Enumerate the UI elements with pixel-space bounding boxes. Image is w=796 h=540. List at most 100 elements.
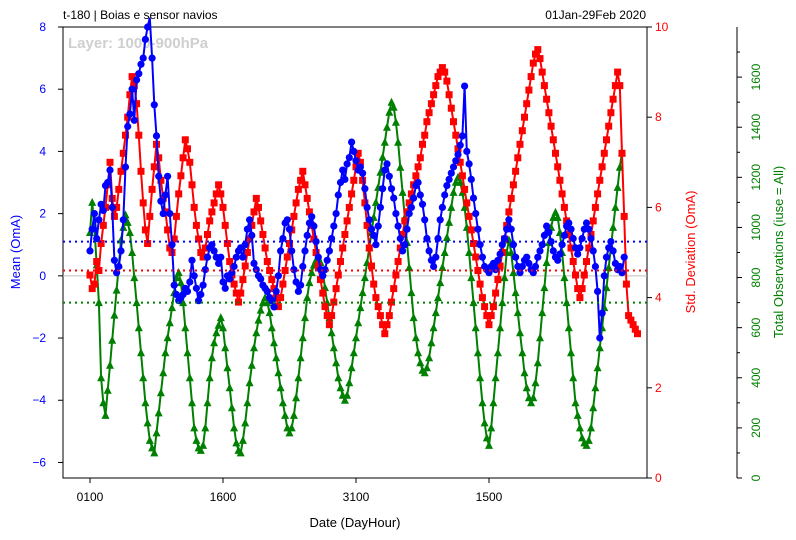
count-point xyxy=(329,343,338,352)
count-point xyxy=(487,423,496,432)
mean-point xyxy=(164,172,172,180)
count-point xyxy=(106,360,114,369)
std-point xyxy=(274,303,282,311)
mean-point xyxy=(396,234,404,243)
std-point xyxy=(102,203,109,211)
mean-point xyxy=(385,172,393,180)
mean-point xyxy=(405,210,413,218)
std-point xyxy=(492,289,500,297)
count-point xyxy=(156,388,165,397)
std-point xyxy=(119,149,127,157)
mean-point xyxy=(529,269,537,277)
std-point xyxy=(286,240,293,247)
std-point xyxy=(95,267,103,274)
mean-point xyxy=(370,231,378,239)
mean-point xyxy=(128,85,136,93)
std-point xyxy=(361,199,369,207)
mean-point xyxy=(141,35,149,44)
std-point xyxy=(443,77,451,85)
std-point xyxy=(157,176,165,184)
std-point xyxy=(634,330,641,338)
count-point xyxy=(141,398,150,407)
mean-point xyxy=(432,253,440,261)
count-point xyxy=(340,395,349,404)
std-point xyxy=(412,172,420,180)
std-point xyxy=(255,203,262,211)
right-tick-label: 10 xyxy=(655,20,669,34)
mean-point xyxy=(241,241,249,249)
count-point xyxy=(485,440,493,449)
std-point xyxy=(348,190,356,198)
mean-point xyxy=(285,225,294,233)
mean-point xyxy=(277,247,285,255)
count-point xyxy=(265,308,274,317)
std-point xyxy=(489,303,497,311)
count-point xyxy=(332,358,341,367)
count-point xyxy=(88,197,97,206)
mean-point xyxy=(104,178,112,187)
std-point xyxy=(199,253,207,261)
count-point xyxy=(496,323,505,332)
mean-point xyxy=(591,262,600,271)
std-point xyxy=(576,294,584,302)
mean-point xyxy=(543,222,551,230)
count-point xyxy=(540,283,549,292)
std-point xyxy=(97,240,105,247)
count-point xyxy=(480,418,489,427)
mean-point xyxy=(392,210,400,218)
std-point xyxy=(525,86,533,94)
std-point xyxy=(219,203,227,211)
std-point xyxy=(130,82,138,90)
mean-point xyxy=(554,256,562,264)
count-point xyxy=(560,273,569,282)
mean-point xyxy=(585,225,593,233)
mean-point xyxy=(188,256,196,264)
mean-point xyxy=(250,259,258,267)
count-point xyxy=(478,398,487,407)
std-point xyxy=(598,163,606,171)
std-point xyxy=(128,73,136,81)
std-point xyxy=(494,276,502,284)
far-right-axis-label: Total Observations (iuse = All) xyxy=(771,166,786,338)
count-point xyxy=(414,348,423,357)
mean-point xyxy=(152,132,161,140)
std-point xyxy=(516,140,524,148)
std-point xyxy=(545,109,553,117)
mean-point xyxy=(523,253,531,261)
count-point xyxy=(232,438,241,447)
mean-point xyxy=(498,241,506,249)
std-point xyxy=(179,154,187,162)
mean-point xyxy=(500,234,509,243)
right-axis-label: Std. Deviation (OmA) xyxy=(683,191,698,314)
std-point xyxy=(259,231,267,238)
mean-point xyxy=(379,185,387,193)
count-point xyxy=(429,323,438,332)
std-point xyxy=(618,149,626,157)
count-point xyxy=(294,373,303,382)
mean-point xyxy=(474,225,482,233)
mean-point xyxy=(228,269,236,277)
right-tick-label: 8 xyxy=(655,110,662,124)
count-point xyxy=(358,288,367,297)
mean-point xyxy=(399,247,407,255)
std-point xyxy=(325,321,333,329)
std-point xyxy=(430,91,438,99)
mean-point xyxy=(148,54,156,62)
mean-point xyxy=(414,178,422,187)
std-point xyxy=(476,280,484,288)
mean-point xyxy=(332,210,340,218)
count-point xyxy=(465,248,474,256)
count-point xyxy=(420,368,429,377)
mean-point xyxy=(407,203,415,211)
count-point xyxy=(396,162,405,171)
std-point xyxy=(600,149,608,157)
mean-point xyxy=(536,247,544,255)
std-point xyxy=(197,249,205,256)
std-point xyxy=(181,136,189,144)
mean-point xyxy=(221,284,229,292)
mean-point xyxy=(596,334,604,342)
count-point xyxy=(210,338,219,347)
std-point xyxy=(556,176,564,184)
std-point xyxy=(472,253,480,261)
mean-point xyxy=(458,132,466,140)
